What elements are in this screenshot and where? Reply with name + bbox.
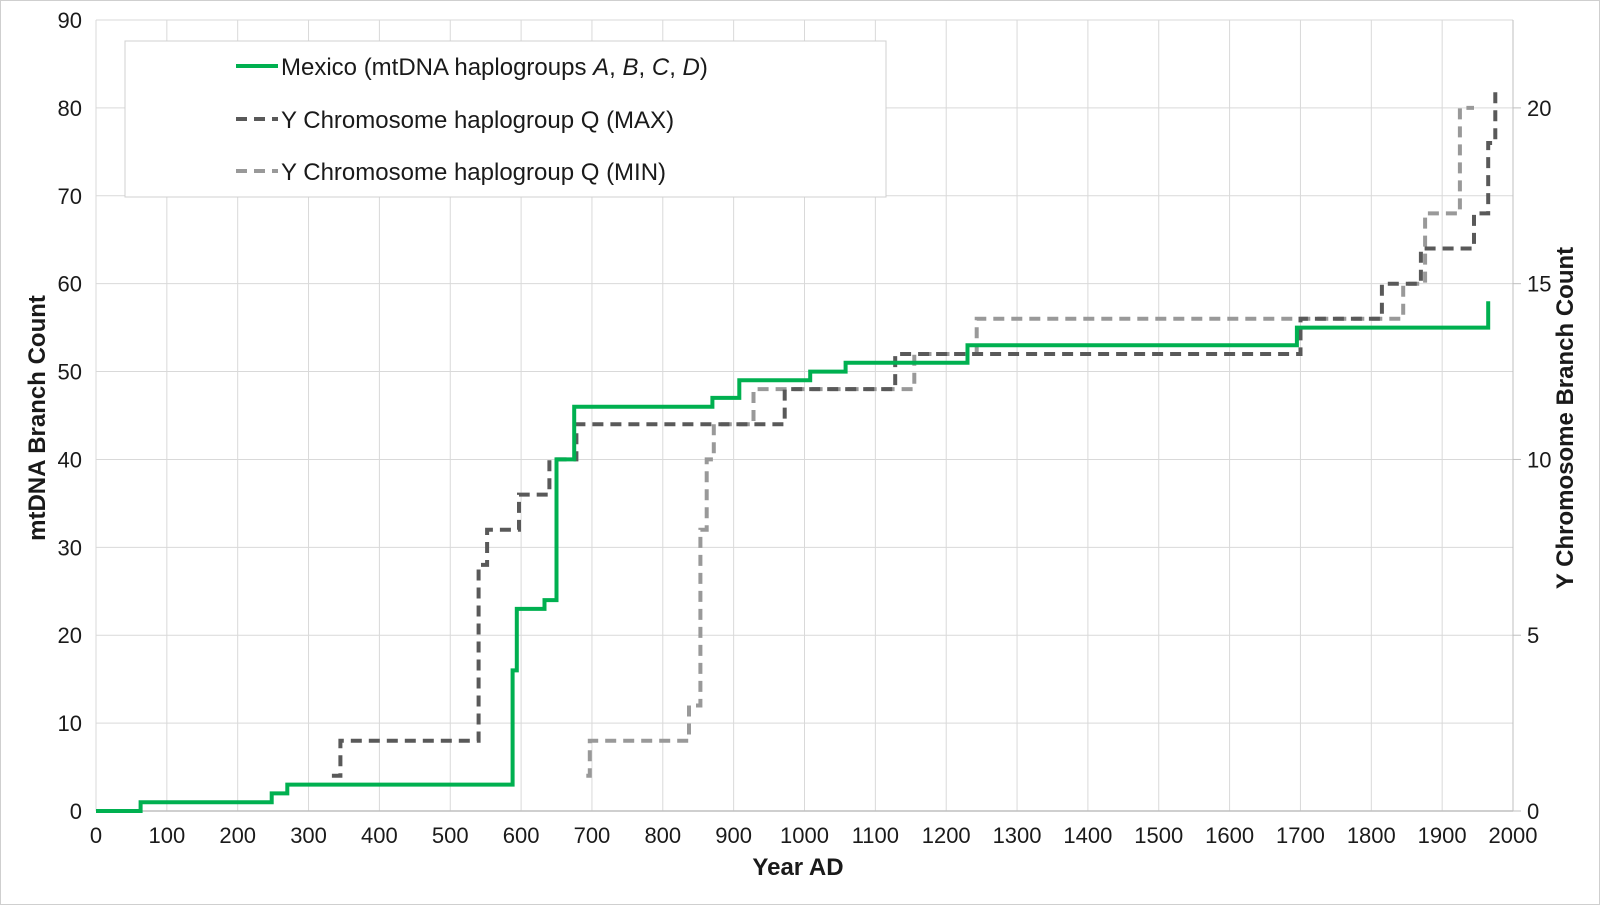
x-tick-label: 1000	[780, 823, 829, 848]
y-tick-label: 0	[70, 799, 82, 824]
x-tick-label: 2000	[1489, 823, 1538, 848]
x-tick-label: 1700	[1276, 823, 1325, 848]
y-tick-label: 10	[58, 711, 82, 736]
x-tick-label: 600	[503, 823, 540, 848]
x-tick-label: 900	[715, 823, 752, 848]
y-tick-label: 40	[58, 447, 82, 472]
tick-labels: 0 100 200 300 400 500 600 700 800 900 1000 1100 1200…	[58, 8, 1552, 848]
x-tick-label: 1600	[1205, 823, 1254, 848]
y-tick-label: 20	[58, 623, 82, 648]
y-tick-label: 90	[58, 8, 82, 33]
y-tick-label: 50	[58, 360, 82, 385]
y2-tick-label: 5	[1527, 623, 1539, 648]
x-tick-label: 0	[90, 823, 102, 848]
x-tick-label: 1900	[1418, 823, 1467, 848]
x-tick-label: 1500	[1134, 823, 1183, 848]
y2-tick-label: 15	[1527, 272, 1551, 297]
x-tick-label: 100	[148, 823, 185, 848]
y2-tick-label: 0	[1527, 799, 1539, 824]
legend-label-ymax: Y Chromosome haplogroup Q (MAX)	[281, 107, 674, 134]
y-axis-title: mtDNA Branch Count	[24, 295, 51, 541]
y2-tick-label: 20	[1527, 96, 1551, 121]
legend-label-mexico: Mexico (mtDNA haplogroups A, B, C, D)	[281, 54, 708, 81]
series-group	[96, 88, 1501, 813]
x-tick-label: 500	[432, 823, 469, 848]
x-tick-label: 200	[219, 823, 256, 848]
legend: Mexico (mtDNA haplogroups A, B, C, D) Y …	[124, 40, 887, 198]
y-tick-label: 70	[58, 184, 82, 209]
axes	[96, 20, 1521, 812]
x-tick-label: 1300	[993, 823, 1042, 848]
y2-tick-label: 10	[1527, 447, 1551, 472]
x-tick-label: 800	[644, 823, 681, 848]
y-tick-label: 30	[58, 535, 82, 560]
y2-axis-title: Y Chromosome Branch Count	[1552, 247, 1579, 589]
series-line-2	[586, 105, 1474, 778]
y-tick-label: 80	[58, 96, 82, 121]
x-tick-label: 1200	[922, 823, 971, 848]
x-axis-title: Year AD	[752, 854, 843, 881]
x-tick-label: 1800	[1347, 823, 1396, 848]
legend-label-ymin: Y Chromosome haplogroup Q (MIN)	[281, 159, 666, 186]
x-tick-label: 400	[361, 823, 398, 848]
series-line-0	[96, 301, 1491, 813]
x-tick-label: 1400	[1063, 823, 1112, 848]
x-tick-label: 300	[290, 823, 327, 848]
series-line-1	[331, 88, 1501, 778]
y-tick-label: 60	[58, 272, 82, 297]
x-tick-label: 1100	[852, 823, 899, 848]
x-tick-label: 700	[574, 823, 611, 848]
